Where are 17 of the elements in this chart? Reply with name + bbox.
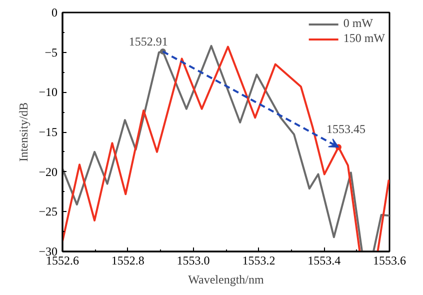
y-tick-label: −20 xyxy=(38,164,58,179)
x-tick-label: 1553.0 xyxy=(176,254,210,268)
legend-label: 0 mW xyxy=(343,16,373,31)
legend-label: 150 mW xyxy=(343,31,385,46)
x-tick-label: 1552.8 xyxy=(111,254,144,268)
x-tick-label: 1553.2 xyxy=(242,254,276,268)
x-axis-title: Wavelength/nm xyxy=(188,272,265,286)
annotation: 1553.45 xyxy=(326,122,366,136)
y-tick-label: −15 xyxy=(38,125,58,139)
x-tick-label: 1553.4 xyxy=(308,254,341,268)
y-tick-label: −25 xyxy=(38,204,58,219)
y-tick-label: 0 xyxy=(52,6,58,20)
annotation: 1552.91 xyxy=(128,34,168,49)
y-axis-title: Intensity/dB xyxy=(16,102,31,162)
y-tick-label: −10 xyxy=(38,85,58,100)
y-tick-label: −5 xyxy=(44,45,58,60)
x-tick-label: 1553.6 xyxy=(373,254,406,268)
